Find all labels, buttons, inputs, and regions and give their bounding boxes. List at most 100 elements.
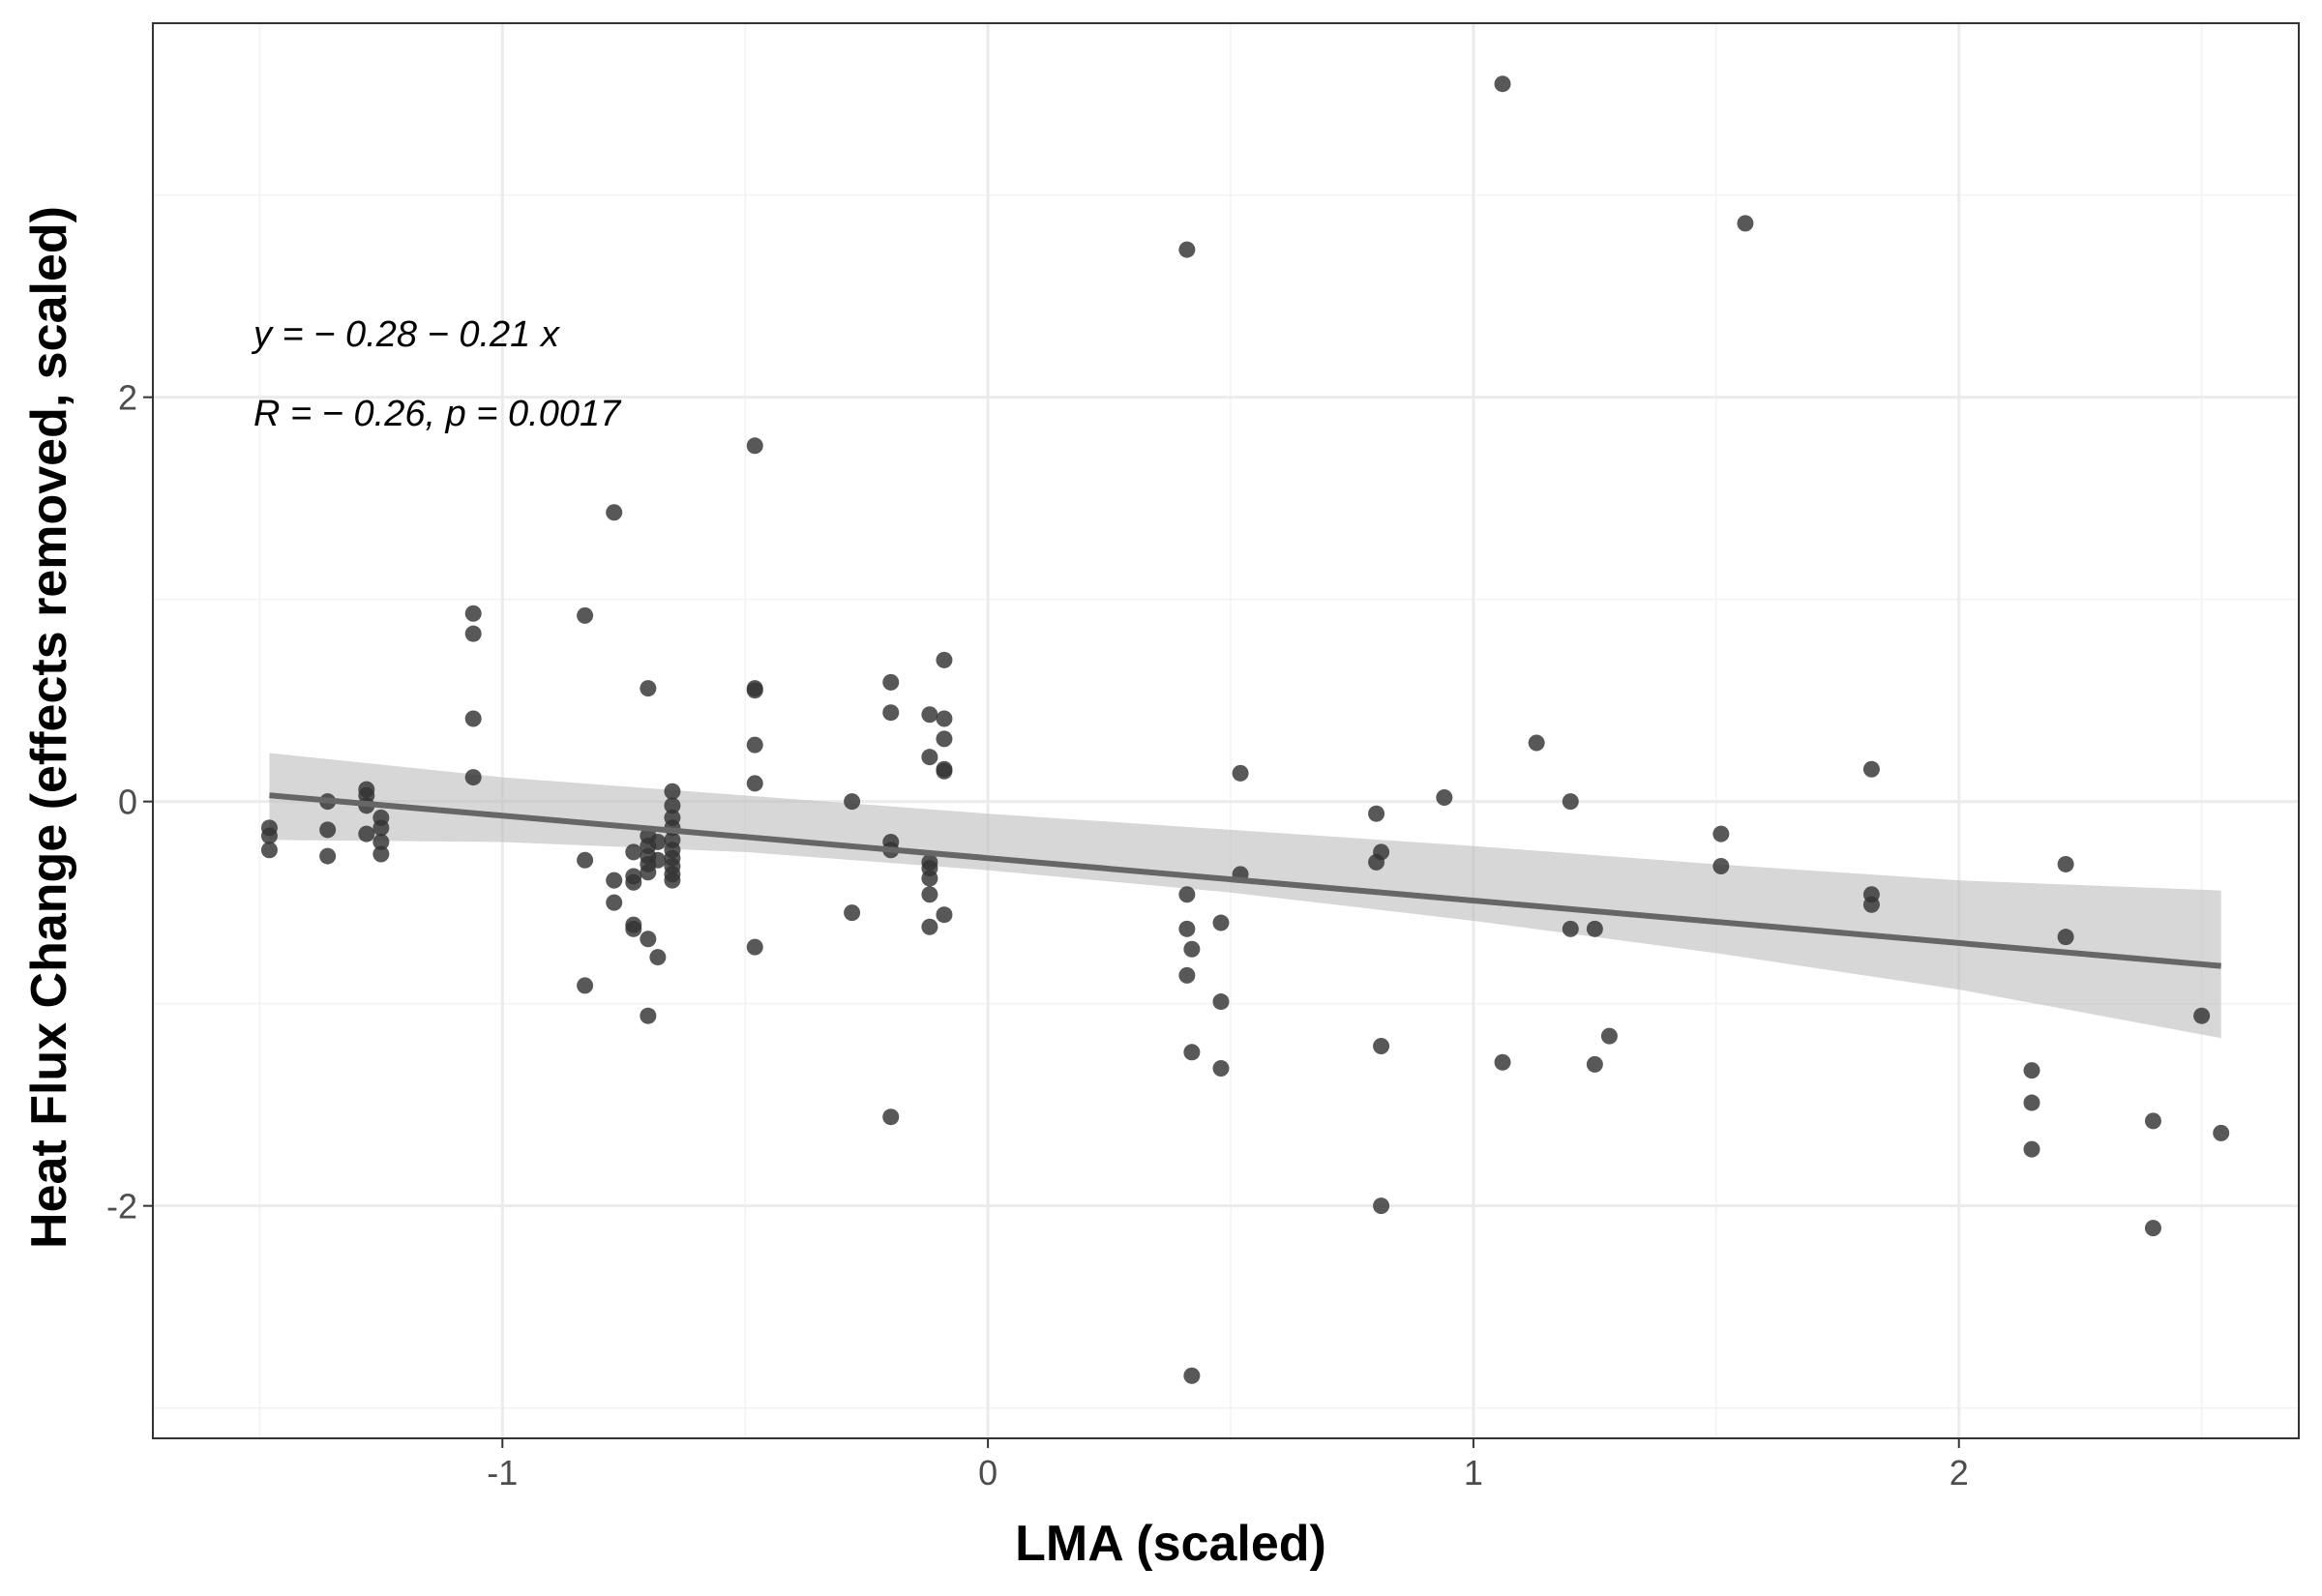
data-point xyxy=(1712,858,1730,875)
data-point xyxy=(921,749,938,766)
data-point xyxy=(746,736,763,754)
y-axis-ticks: -2 0 2 xyxy=(106,378,153,1227)
data-point xyxy=(625,920,642,937)
data-point xyxy=(1436,788,1453,806)
data-point xyxy=(1494,75,1511,93)
x-tick-label: 1 xyxy=(1464,1453,1483,1493)
data-point xyxy=(2023,1140,2040,1158)
data-point xyxy=(606,872,623,889)
x-axis-ticks: -1 0 1 2 xyxy=(487,1438,1969,1493)
data-point xyxy=(649,851,667,869)
data-point xyxy=(625,873,642,891)
regression-equation: y = − 0.28 − 0.21 x xyxy=(251,314,561,355)
data-point xyxy=(1373,1197,1390,1215)
data-point xyxy=(1737,215,1754,232)
data-point xyxy=(640,680,657,697)
data-point xyxy=(936,906,953,924)
y-tick-label: 0 xyxy=(118,783,137,822)
x-axis-title: LMA (scaled) xyxy=(1015,1516,1326,1572)
data-point xyxy=(260,827,278,844)
data-point xyxy=(2023,1094,2040,1111)
data-point xyxy=(882,673,900,691)
data-point xyxy=(2144,1112,2161,1130)
data-point xyxy=(606,894,623,911)
data-point xyxy=(372,819,390,837)
data-point xyxy=(2057,855,2074,872)
data-points xyxy=(260,75,2230,1384)
data-point xyxy=(882,1108,900,1126)
data-point xyxy=(372,833,390,850)
plot-border xyxy=(152,22,2300,1439)
data-point xyxy=(1178,920,1196,937)
data-point xyxy=(746,938,763,956)
regression-line xyxy=(269,792,2221,969)
data-point xyxy=(464,625,482,642)
data-point xyxy=(1368,805,1385,822)
data-point xyxy=(606,504,623,521)
data-point xyxy=(640,1007,657,1024)
data-point xyxy=(2213,1124,2230,1141)
y-tick-label: 2 xyxy=(118,378,137,418)
data-point xyxy=(746,437,763,455)
data-point xyxy=(936,730,953,748)
data-point xyxy=(1178,966,1196,984)
plot-panel xyxy=(153,23,2299,1438)
data-point xyxy=(921,870,938,887)
data-point xyxy=(921,918,938,935)
data-point xyxy=(664,797,681,814)
data-point xyxy=(1600,1027,1618,1045)
data-point xyxy=(1178,886,1196,903)
data-point xyxy=(464,710,482,727)
data-point xyxy=(1562,920,1579,937)
data-point xyxy=(577,851,594,869)
data-point xyxy=(844,793,861,811)
major-grid xyxy=(153,23,2299,1438)
data-point xyxy=(882,704,900,722)
data-point xyxy=(1183,1044,1201,1061)
data-point xyxy=(625,843,642,861)
data-point xyxy=(358,825,375,842)
data-point xyxy=(1373,1038,1390,1055)
data-point xyxy=(260,842,278,859)
data-point xyxy=(746,775,763,792)
data-point xyxy=(1183,1367,1201,1384)
data-point xyxy=(1494,1053,1511,1071)
data-point xyxy=(1862,896,1880,913)
data-point xyxy=(936,710,953,727)
data-point xyxy=(319,821,337,839)
correlation-annotation: R = − 0.26, p = 0.0017 xyxy=(253,394,622,434)
y-tick-label: -2 xyxy=(106,1187,137,1227)
data-point xyxy=(1528,734,1545,752)
data-point xyxy=(921,706,938,724)
data-point xyxy=(1183,940,1201,958)
data-point xyxy=(649,833,667,850)
data-point xyxy=(664,783,681,800)
data-point xyxy=(640,864,657,881)
data-point xyxy=(649,949,667,966)
data-point xyxy=(640,931,657,948)
data-point xyxy=(2193,1007,2211,1024)
data-point xyxy=(372,845,390,863)
data-point xyxy=(2023,1062,2040,1079)
data-point xyxy=(746,682,763,699)
data-point xyxy=(1212,1060,1230,1078)
data-point xyxy=(844,904,861,922)
data-point xyxy=(464,769,482,786)
data-point xyxy=(1212,914,1230,931)
data-point xyxy=(1178,241,1196,258)
data-point xyxy=(577,606,594,624)
data-point xyxy=(936,651,953,668)
x-tick-label: -1 xyxy=(487,1453,518,1493)
x-tick-label: 0 xyxy=(978,1453,997,1493)
data-point xyxy=(464,605,482,622)
data-point xyxy=(1232,764,1249,782)
data-point xyxy=(1712,825,1730,842)
data-point xyxy=(921,886,938,903)
data-point xyxy=(936,762,953,780)
data-point xyxy=(1586,920,1603,937)
data-point xyxy=(319,847,337,865)
data-point xyxy=(1862,760,1880,778)
data-point xyxy=(2057,929,2074,946)
data-point xyxy=(1562,793,1579,811)
